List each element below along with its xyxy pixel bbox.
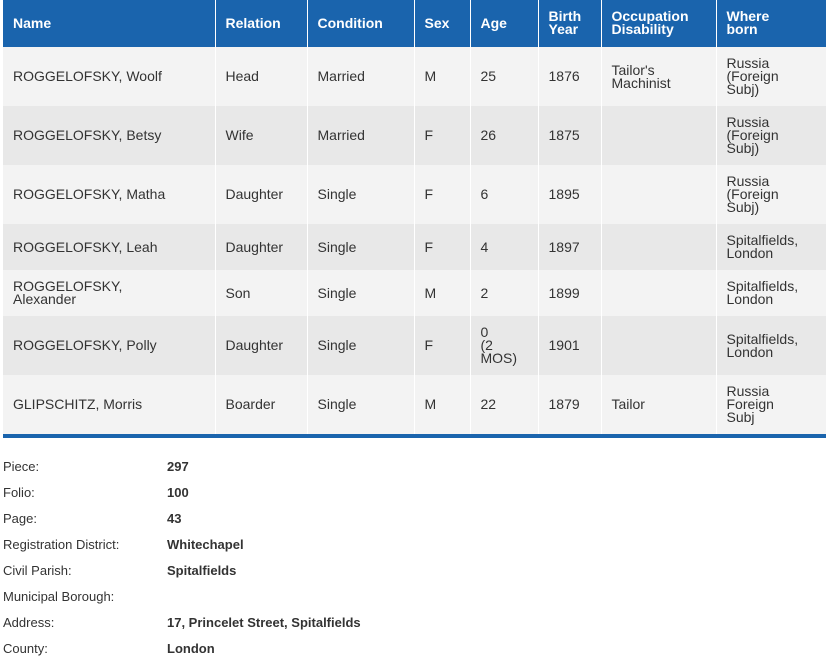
cell-age: 6 — [469, 165, 538, 224]
cell-occupation — [600, 165, 716, 224]
column-header-birth-year: Birth Year — [537, 0, 601, 47]
detail-value: Whitechapel — [167, 537, 244, 552]
detail-label: Page: — [3, 511, 37, 526]
cell-birth-year: 1901 — [537, 316, 601, 375]
detail-value: 43 — [167, 511, 182, 526]
detail-row-municipal-borough: Municipal Borough: — [3, 586, 361, 612]
table-row: ROGGELOFSKY, Woolf Head Married M 25 187… — [3, 47, 826, 106]
column-header-relation: Relation — [214, 0, 307, 47]
detail-value: London — [167, 641, 215, 656]
table-header-row: Name Relation Condition Sex Age Birth Ye… — [3, 0, 826, 47]
cell-name: ROGGELOFSKY, Leah — [3, 224, 215, 270]
cell-condition: Single — [306, 375, 414, 434]
detail-row-folio: Folio: 100 — [3, 482, 361, 508]
detail-label: County: — [3, 641, 48, 656]
detail-row-piece: Piece: 297 — [3, 456, 361, 482]
cell-where-born: Spitalfields, London — [715, 224, 826, 270]
detail-value: 297 — [167, 459, 189, 474]
cell-relation: Daughter — [214, 165, 307, 224]
column-header-sex: Sex — [413, 0, 470, 47]
cell-name: ROGGELOFSKY, Betsy — [3, 106, 215, 165]
cell-occupation — [600, 316, 716, 375]
record-details: Piece: 297 Folio: 100 Page: 43 Registrat… — [3, 456, 361, 664]
table-row: ROGGELOFSKY, Alexander Son Single M 2 18… — [3, 270, 826, 316]
cell-sex: M — [413, 270, 470, 316]
cell-sex: F — [413, 224, 470, 270]
cell-birth-year: 1879 — [537, 375, 601, 434]
detail-row-page: Page: 43 — [3, 508, 361, 534]
cell-condition: Single — [306, 224, 414, 270]
cell-name: ROGGELOFSKY, Polly — [3, 316, 215, 375]
cell-where-born: Russia (Foreign Subj) — [715, 47, 826, 106]
cell-sex: M — [413, 375, 470, 434]
cell-occupation: Tailor — [600, 375, 716, 434]
detail-label: Folio: — [3, 485, 35, 500]
cell-birth-year: 1875 — [537, 106, 601, 165]
cell-age: 4 — [469, 224, 538, 270]
cell-age: 25 — [469, 47, 538, 106]
cell-condition: Single — [306, 165, 414, 224]
column-header-where-born: Where born — [715, 0, 826, 47]
detail-row-registration-district: Registration District: Whitechapel — [3, 534, 361, 560]
cell-condition: Single — [306, 270, 414, 316]
detail-value: Spitalfields — [167, 563, 237, 578]
detail-row-county: County: London — [3, 638, 361, 664]
column-header-occupation: Occupation Disability — [600, 0, 716, 47]
table-row: ROGGELOFSKY, Polly Daughter Single F 0 (… — [3, 316, 826, 375]
cell-age: 22 — [469, 375, 538, 434]
cell-sex: F — [413, 316, 470, 375]
detail-row-address: Address: 17, Princelet Street, Spitalfie… — [3, 612, 361, 638]
detail-value: 17, Princelet Street, Spitalfields — [167, 615, 361, 630]
cell-occupation — [600, 224, 716, 270]
table-row: GLIPSCHITZ, Morris Boarder Single M 22 1… — [3, 375, 826, 434]
cell-condition: Married — [306, 106, 414, 165]
table-bottom-rule — [3, 434, 826, 438]
cell-condition: Married — [306, 47, 414, 106]
cell-where-born: Russia (Foreign Subj) — [715, 165, 826, 224]
cell-condition: Single — [306, 316, 414, 375]
detail-label: Civil Parish: — [3, 563, 72, 578]
cell-birth-year: 1899 — [537, 270, 601, 316]
cell-age: 2 — [469, 270, 538, 316]
cell-occupation — [600, 106, 716, 165]
cell-relation: Daughter — [214, 316, 307, 375]
cell-name: ROGGELOFSKY, Matha — [3, 165, 215, 224]
cell-sex: F — [413, 165, 470, 224]
detail-label: Registration District: — [3, 537, 120, 552]
cell-occupation: Tailor's Machinist — [600, 47, 716, 106]
cell-birth-year: 1897 — [537, 224, 601, 270]
cell-age: 26 — [469, 106, 538, 165]
cell-birth-year: 1876 — [537, 47, 601, 106]
cell-sex: M — [413, 47, 470, 106]
column-header-name: Name — [3, 0, 215, 47]
cell-age: 0 (2 MOS) — [469, 316, 538, 375]
cell-name: GLIPSCHITZ, Morris — [3, 375, 215, 434]
cell-name: ROGGELOFSKY, Alexander — [3, 270, 215, 316]
table-row: ROGGELOFSKY, Betsy Wife Married F 26 187… — [3, 106, 826, 165]
column-header-condition: Condition — [306, 0, 414, 47]
household-table: Name Relation Condition Sex Age Birth Ye… — [3, 0, 826, 434]
detail-label: Piece: — [3, 459, 40, 474]
cell-sex: F — [413, 106, 470, 165]
cell-relation: Daughter — [214, 224, 307, 270]
table-row: ROGGELOFSKY, Leah Daughter Single F 4 18… — [3, 224, 826, 270]
cell-occupation — [600, 270, 716, 316]
detail-label: Municipal Borough: — [3, 589, 115, 604]
cell-where-born: Russia (Foreign Subj) — [715, 106, 826, 165]
cell-name: ROGGELOFSKY, Woolf — [3, 47, 215, 106]
cell-where-born: Spitalfields, London — [715, 316, 826, 375]
cell-relation: Head — [214, 47, 307, 106]
column-header-age: Age — [469, 0, 538, 47]
cell-where-born: Russia Foreign Subj — [715, 375, 826, 434]
detail-row-civil-parish: Civil Parish: Spitalfields — [3, 560, 361, 586]
cell-relation: Boarder — [214, 375, 307, 434]
cell-birth-year: 1895 — [537, 165, 601, 224]
detail-value: 100 — [167, 485, 189, 500]
cell-where-born: Spitalfields, London — [715, 270, 826, 316]
detail-label: Address: — [3, 615, 55, 630]
table-row: ROGGELOFSKY, Matha Daughter Single F 6 1… — [3, 165, 826, 224]
cell-relation: Wife — [214, 106, 307, 165]
cell-relation: Son — [214, 270, 307, 316]
